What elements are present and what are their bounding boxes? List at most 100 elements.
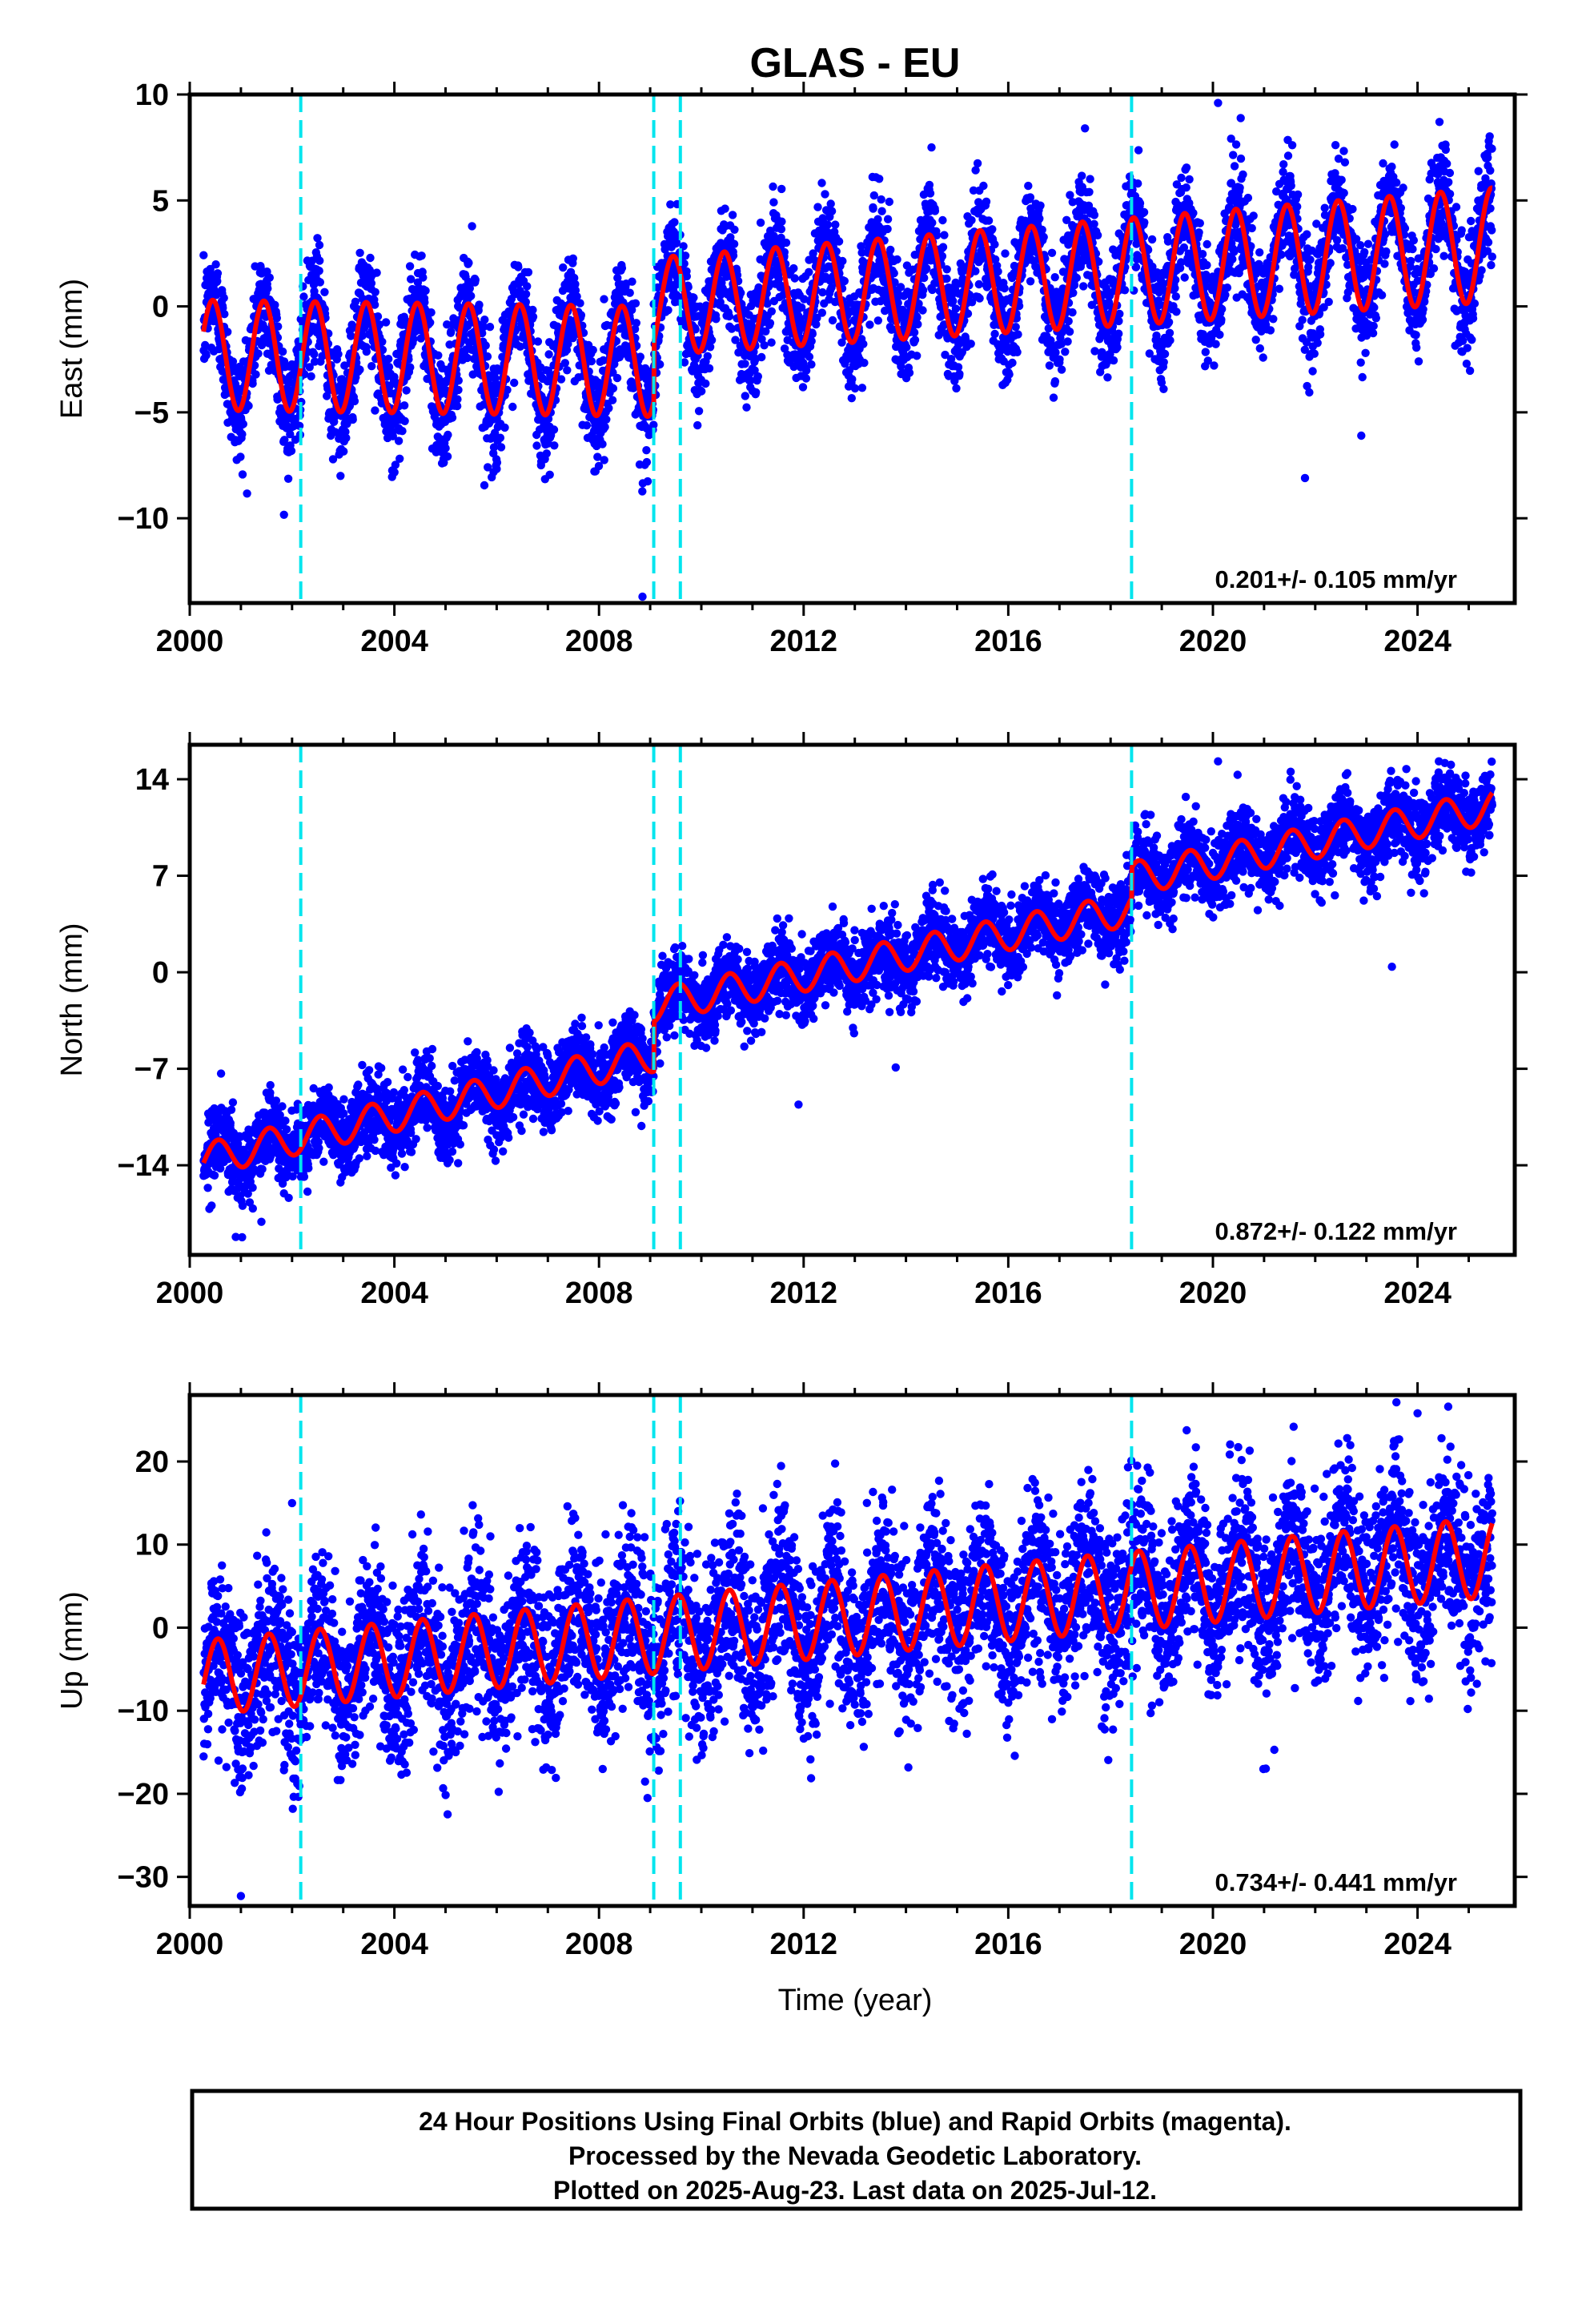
data-point <box>362 347 371 356</box>
data-point <box>1235 183 1244 192</box>
data-point <box>340 361 349 370</box>
data-point <box>1230 162 1239 171</box>
data-point <box>367 362 376 371</box>
data-point <box>211 260 220 269</box>
data-point <box>600 456 608 464</box>
data-point <box>545 470 554 479</box>
data-point <box>467 292 476 300</box>
data-point <box>492 458 502 467</box>
data-point <box>544 350 553 359</box>
data-point <box>1061 348 1070 356</box>
data-point <box>701 379 710 388</box>
data-point <box>805 267 813 276</box>
data-point <box>1229 151 1238 159</box>
data-point <box>1170 283 1179 293</box>
data-point <box>213 276 222 286</box>
data-point <box>334 350 343 359</box>
data-point <box>1050 273 1059 282</box>
data-point <box>1160 349 1170 359</box>
data-point <box>1236 154 1246 163</box>
data-point <box>831 220 840 229</box>
data-point <box>813 203 822 211</box>
data-point <box>1171 292 1181 301</box>
data-point <box>920 273 929 283</box>
data-point <box>765 319 775 328</box>
data-point <box>372 268 381 277</box>
data-point <box>367 279 376 287</box>
data-point <box>982 197 991 206</box>
data-point <box>729 239 739 248</box>
data-point <box>1203 239 1211 249</box>
data-point <box>974 279 984 289</box>
data-point <box>883 224 892 234</box>
data-point <box>1239 170 1247 179</box>
data-point <box>348 415 357 424</box>
data-point <box>642 446 651 455</box>
data-point <box>826 199 835 208</box>
data-point <box>1147 235 1157 244</box>
data-point <box>409 335 418 344</box>
data-point <box>1069 288 1078 297</box>
data-point <box>480 480 489 490</box>
data-point <box>1251 336 1260 344</box>
data-point <box>869 204 877 213</box>
data-point <box>807 336 816 346</box>
data-point <box>728 211 737 219</box>
data-point <box>769 198 778 207</box>
data-point <box>790 274 799 283</box>
data-point <box>1140 218 1149 227</box>
data-point <box>1215 330 1224 340</box>
data-point <box>632 319 640 328</box>
data-point <box>952 384 961 393</box>
data-point <box>378 337 387 346</box>
data-point <box>341 428 350 436</box>
data-point <box>753 372 762 381</box>
data-point <box>398 427 407 436</box>
data-point <box>1134 179 1142 188</box>
data-point <box>1189 208 1198 218</box>
chart-title: GLAS - EU <box>750 40 961 86</box>
data-point <box>1177 173 1186 183</box>
data-point <box>850 384 860 393</box>
data-point <box>994 267 1002 276</box>
data-point <box>617 263 627 272</box>
data-point <box>1113 343 1122 352</box>
data-point <box>1057 365 1066 374</box>
data-point <box>670 218 679 227</box>
data-point <box>608 384 618 393</box>
data-point <box>265 273 274 282</box>
data-point <box>631 299 640 308</box>
data-point <box>390 468 399 476</box>
data-point <box>1114 329 1123 338</box>
data-point <box>869 191 879 200</box>
data-point <box>1038 225 1046 235</box>
data-point <box>756 218 765 227</box>
data-point <box>781 238 791 247</box>
data-point <box>902 343 911 352</box>
data-point <box>390 372 399 381</box>
data-point <box>909 328 919 337</box>
data-point <box>1120 286 1130 295</box>
data-point <box>417 251 426 260</box>
data-point <box>427 308 436 317</box>
data-point <box>1093 231 1102 239</box>
data-point <box>251 370 260 379</box>
data-point <box>396 454 404 463</box>
data-point <box>384 363 394 372</box>
data-point <box>1228 255 1237 263</box>
data-point <box>419 273 428 282</box>
data-point <box>323 392 331 400</box>
data-point <box>625 288 634 297</box>
data-point <box>286 430 295 439</box>
data-point <box>966 340 975 348</box>
data-point <box>905 368 914 377</box>
data-point <box>990 240 999 249</box>
data-point <box>1201 348 1211 356</box>
data-point <box>823 220 833 229</box>
data-point <box>865 320 874 329</box>
data-point <box>940 231 949 239</box>
data-point <box>420 298 429 307</box>
data-point <box>471 275 480 284</box>
data-point <box>873 215 882 223</box>
data-point <box>1305 388 1314 397</box>
